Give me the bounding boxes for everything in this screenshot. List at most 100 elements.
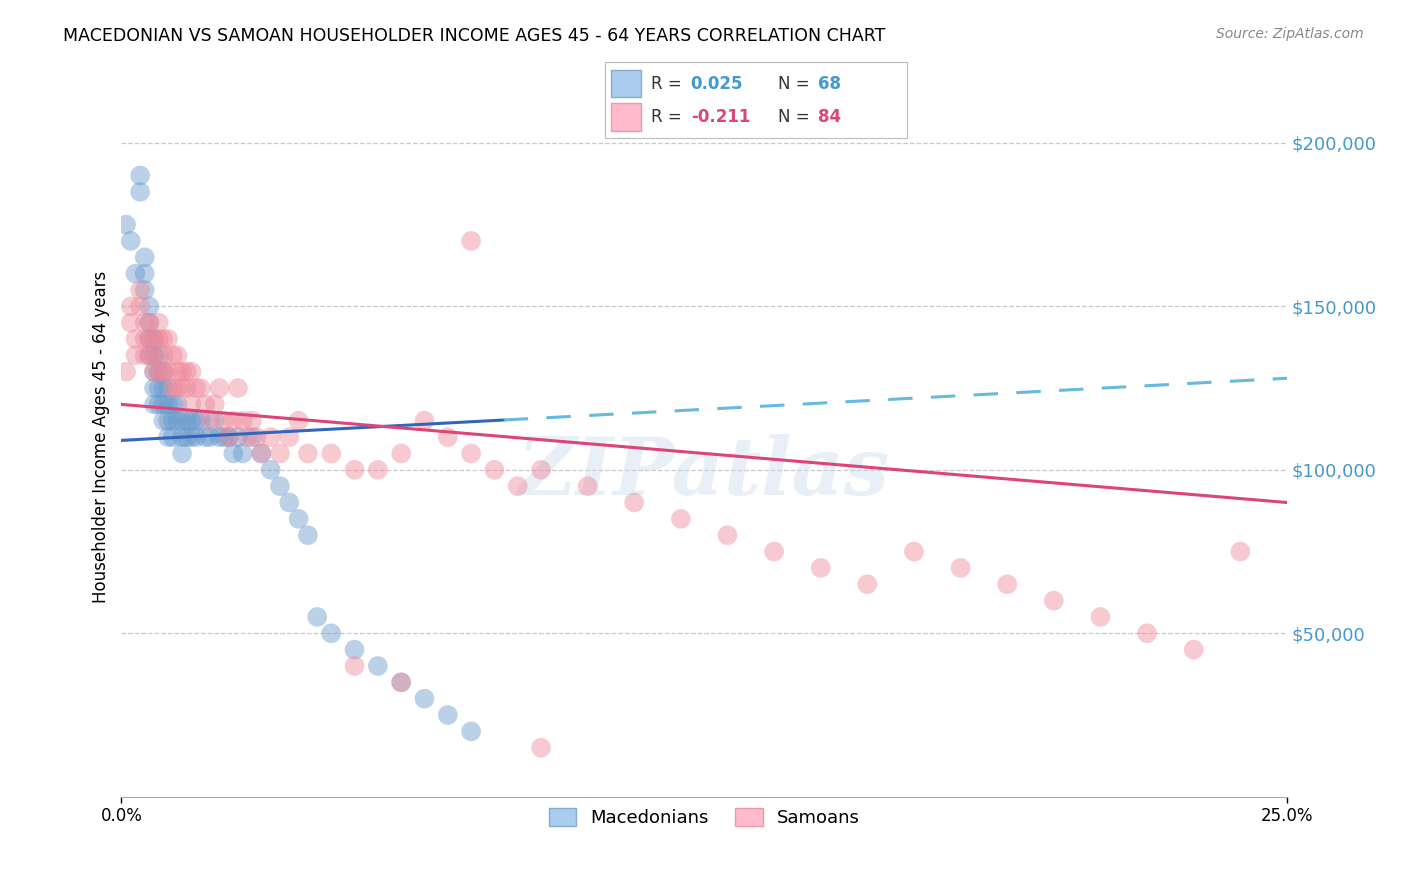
Point <box>143 397 166 411</box>
Point <box>170 381 193 395</box>
Text: N =: N = <box>779 75 815 93</box>
Point <box>240 430 263 444</box>
Point <box>259 463 281 477</box>
Point <box>138 348 160 362</box>
Point <box>484 463 506 477</box>
Point <box>530 463 553 477</box>
Point <box>204 414 226 428</box>
Point <box>198 414 221 428</box>
Point <box>124 348 146 362</box>
Point <box>143 332 166 346</box>
Point <box>226 430 249 444</box>
Point <box>321 626 343 640</box>
Point <box>129 185 152 199</box>
Point <box>287 512 309 526</box>
Point <box>321 446 343 460</box>
Point <box>222 446 245 460</box>
Point <box>157 365 180 379</box>
Point <box>166 414 188 428</box>
Point <box>152 332 174 346</box>
Text: MACEDONIAN VS SAMOAN HOUSEHOLDER INCOME AGES 45 - 64 YEARS CORRELATION CHART: MACEDONIAN VS SAMOAN HOUSEHOLDER INCOME … <box>63 27 886 45</box>
Point <box>576 479 599 493</box>
Point <box>180 365 202 379</box>
Point <box>157 397 180 411</box>
Point <box>903 544 925 558</box>
Point <box>856 577 879 591</box>
Point <box>138 316 160 330</box>
Point <box>949 561 972 575</box>
Point <box>162 414 184 428</box>
Point <box>184 414 207 428</box>
Point <box>157 414 180 428</box>
Point <box>236 430 259 444</box>
Point <box>208 430 231 444</box>
Point <box>232 414 254 428</box>
Point <box>190 381 212 395</box>
Point <box>162 430 184 444</box>
Point <box>170 414 193 428</box>
Point <box>180 414 202 428</box>
Point <box>1136 626 1159 640</box>
Point <box>995 577 1018 591</box>
Point <box>148 397 170 411</box>
Point <box>152 414 174 428</box>
Point <box>198 430 221 444</box>
Point <box>218 430 240 444</box>
Point <box>115 365 138 379</box>
Point <box>278 495 301 509</box>
Point <box>134 250 156 264</box>
Point <box>143 332 166 346</box>
Legend: Macedonians, Samoans: Macedonians, Samoans <box>541 801 868 835</box>
Point <box>218 430 240 444</box>
Point <box>152 365 174 379</box>
Point <box>190 414 212 428</box>
Point <box>157 381 180 395</box>
Point <box>148 365 170 379</box>
Point <box>506 479 529 493</box>
FancyBboxPatch shape <box>610 103 641 130</box>
Point <box>204 397 226 411</box>
Text: -0.211: -0.211 <box>690 108 751 126</box>
Point <box>226 381 249 395</box>
Point <box>148 348 170 362</box>
Point <box>157 430 180 444</box>
Point <box>460 724 482 739</box>
Point <box>143 365 166 379</box>
Point <box>436 708 458 723</box>
Point <box>1182 642 1205 657</box>
Point <box>413 691 436 706</box>
Point <box>129 283 152 297</box>
Point <box>134 267 156 281</box>
Point <box>162 381 184 395</box>
Point <box>343 642 366 657</box>
Text: R =: R = <box>651 75 688 93</box>
Point <box>269 446 291 460</box>
Point <box>1043 593 1066 607</box>
Point <box>138 348 160 362</box>
Point <box>152 348 174 362</box>
Point <box>212 414 235 428</box>
Point <box>129 299 152 313</box>
Point <box>166 348 188 362</box>
Point <box>134 332 156 346</box>
Point <box>148 316 170 330</box>
Point <box>134 283 156 297</box>
Point <box>212 430 235 444</box>
Point <box>176 430 198 444</box>
Point <box>138 332 160 346</box>
Point <box>250 446 273 460</box>
Point <box>208 381 231 395</box>
Point <box>460 446 482 460</box>
Point <box>716 528 738 542</box>
Point <box>120 299 142 313</box>
Point <box>250 446 273 460</box>
Point <box>134 316 156 330</box>
Point <box>152 381 174 395</box>
Point <box>240 414 263 428</box>
Point <box>162 348 184 362</box>
Point <box>180 397 202 411</box>
Point <box>170 446 193 460</box>
Point <box>623 495 645 509</box>
Point <box>184 430 207 444</box>
Point <box>176 414 198 428</box>
